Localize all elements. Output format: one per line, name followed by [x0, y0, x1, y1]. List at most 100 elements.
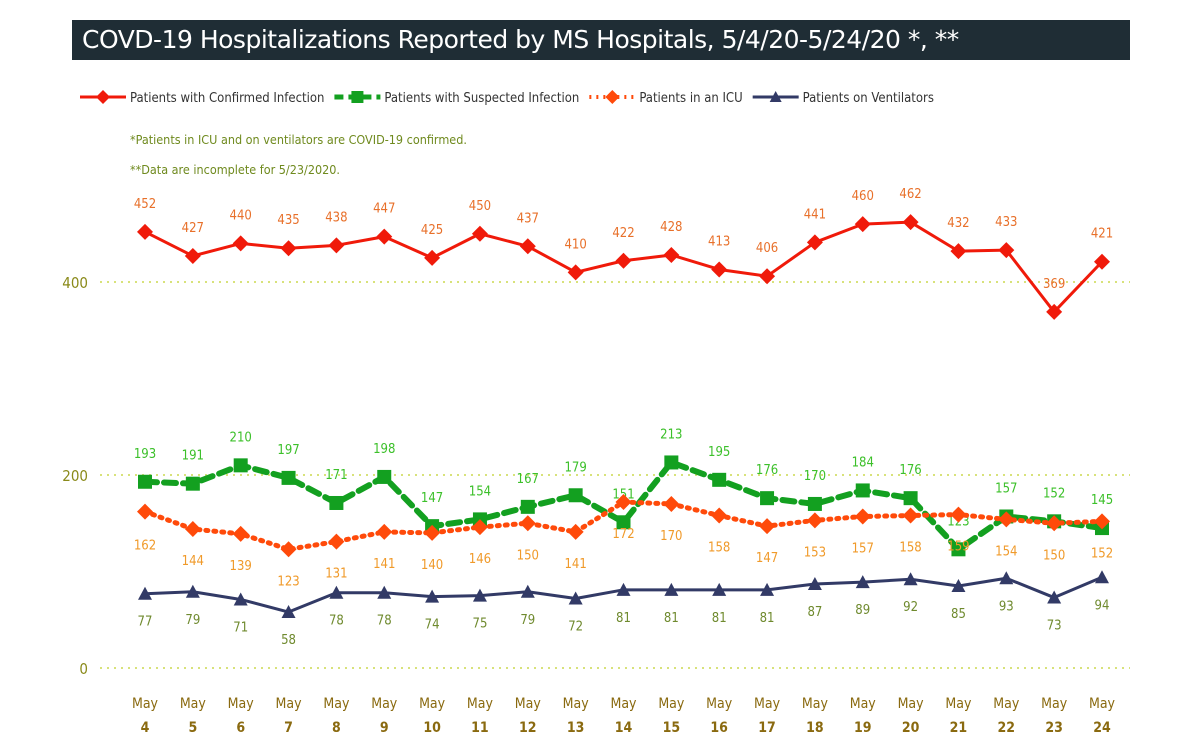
data-label: 462 — [899, 187, 921, 202]
x-tick-label: May — [323, 696, 350, 712]
data-point — [519, 515, 536, 532]
legend-label: Patients with Confirmed Infection — [130, 91, 324, 106]
data-label: 154 — [469, 484, 491, 499]
x-tick-label: 14 — [615, 720, 633, 736]
data-label: 447 — [373, 202, 395, 217]
data-point — [903, 572, 918, 586]
data-label: 147 — [421, 491, 443, 506]
data-label: 158 — [708, 541, 730, 556]
data-point — [138, 474, 152, 489]
x-tick-label: May — [419, 696, 446, 712]
data-label: 152 — [1091, 546, 1113, 561]
data-point — [1094, 253, 1110, 270]
data-point — [184, 247, 201, 264]
x-tick-label: May — [610, 696, 637, 712]
x-tick-label: 22 — [998, 720, 1016, 736]
data-point — [233, 458, 248, 473]
legend-label: Patients in an ICU — [639, 91, 742, 106]
data-label: 144 — [182, 554, 204, 569]
data-point — [663, 246, 680, 263]
data-point — [712, 472, 727, 487]
x-tick-label: May — [658, 696, 685, 712]
data-label: 210 — [230, 430, 252, 445]
x-tick-label: May — [563, 696, 590, 712]
data-label: 427 — [182, 221, 204, 236]
x-tick-label: May — [754, 696, 781, 712]
data-label: 425 — [421, 223, 443, 238]
x-tick-label: 9 — [380, 720, 389, 736]
data-point — [711, 261, 728, 278]
data-label: 152 — [1043, 486, 1065, 501]
data-point — [759, 518, 776, 535]
data-point — [663, 495, 680, 512]
x-tick-label: May — [371, 696, 398, 712]
data-label: 93 — [999, 599, 1014, 614]
data-label: 158 — [899, 541, 921, 556]
data-label: 191 — [182, 449, 204, 464]
data-label: 369 — [1043, 277, 1065, 292]
x-tick-label: 4 — [141, 720, 150, 736]
data-point — [807, 496, 822, 511]
data-label: 141 — [373, 557, 395, 572]
data-point — [568, 488, 583, 503]
x-tick-label: 21 — [950, 720, 968, 736]
data-point — [424, 249, 441, 266]
data-point — [1095, 570, 1109, 584]
data-label: 94 — [1095, 598, 1110, 613]
data-point — [329, 585, 344, 599]
footnote: *Patients in ICU and on ventilators are … — [130, 132, 467, 147]
data-point — [615, 494, 632, 511]
data-label: 145 — [1091, 493, 1113, 508]
data-label: 79 — [520, 613, 535, 628]
data-label: 139 — [230, 559, 252, 574]
series-0: 452 427 440 435 438 447 425 450 437 410 422 428 413 4… — [134, 187, 1113, 314]
data-point — [1047, 590, 1062, 604]
data-point — [281, 605, 296, 619]
data-point — [760, 491, 775, 506]
data-point — [280, 240, 297, 257]
x-tick-label: May — [1089, 696, 1116, 712]
data-point — [233, 592, 248, 606]
data-label: 157 — [995, 481, 1017, 496]
data-point — [280, 541, 297, 558]
x-tick-label: May — [993, 696, 1020, 712]
data-label: 157 — [852, 541, 874, 556]
data-point — [998, 511, 1015, 528]
data-label: 438 — [325, 210, 347, 225]
data-point — [377, 585, 392, 599]
data-label: 432 — [947, 216, 969, 231]
data-label: 87 — [807, 605, 822, 620]
data-label: 75 — [473, 617, 488, 632]
data-point — [1094, 513, 1110, 530]
data-point — [999, 571, 1014, 585]
data-label: 435 — [277, 213, 299, 228]
y-tick-label: 200 — [62, 467, 88, 485]
data-label: 460 — [852, 189, 874, 204]
data-label: 89 — [855, 603, 870, 618]
data-label: 428 — [660, 220, 682, 235]
footnote: **Data are incomplete for 5/23/2020. — [130, 162, 340, 177]
data-point — [806, 512, 823, 529]
x-tick-label: May — [276, 696, 303, 712]
data-point — [854, 508, 871, 525]
data-label: 58 — [281, 633, 296, 648]
data-point — [760, 582, 775, 596]
data-point — [376, 228, 393, 245]
data-point — [519, 238, 536, 255]
x-tick-label: 5 — [188, 720, 197, 736]
data-label: 123 — [277, 574, 299, 589]
legend-marker — [96, 90, 110, 104]
legend-marker — [769, 91, 782, 102]
data-label: 176 — [899, 463, 921, 478]
data-point — [616, 582, 631, 596]
x-tick-label: 11 — [471, 720, 489, 736]
x-tick-label: 17 — [758, 720, 776, 736]
x-tick-label: 6 — [236, 720, 245, 736]
data-label: 167 — [517, 472, 539, 487]
x-tick-label: 18 — [806, 720, 824, 736]
data-label: 413 — [708, 234, 730, 249]
data-label: 176 — [756, 463, 778, 478]
data-point — [806, 234, 823, 251]
legend-marker — [351, 91, 364, 103]
